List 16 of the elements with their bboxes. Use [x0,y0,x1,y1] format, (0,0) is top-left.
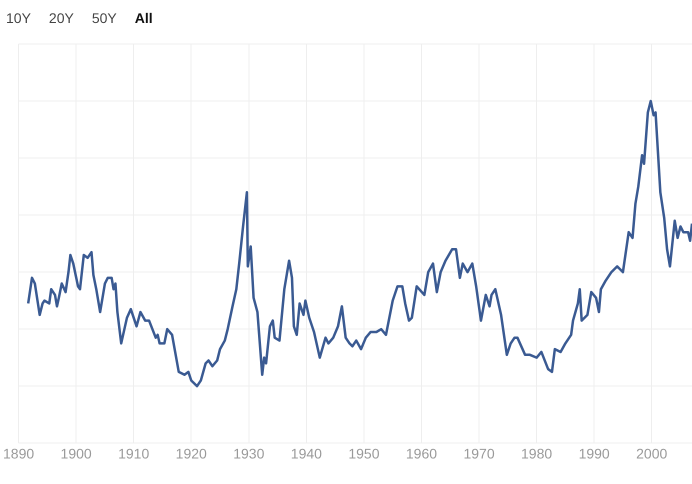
x-tick-label: 2000 [636,445,668,462]
text: 50Y [90,8,119,28]
x-tick-label: 1930 [233,445,265,462]
x-tick-label: 1990 [578,445,610,462]
x-tick-label: 1940 [290,445,322,462]
x-tick-label: 1960 [406,445,438,462]
x-tick-label: 1920 [176,445,208,462]
x-tick-label: 1890 [2,445,34,462]
x-tick-label: 1970 [463,445,495,462]
x-tick-label: 1950 [348,445,380,462]
x-tick-label: 1910 [118,445,150,462]
x-tick-label: 1900 [60,445,92,462]
text: All [132,8,155,28]
text: 10Y [4,8,33,28]
text: 20Y [46,8,76,28]
x-tick-label: 1980 [521,445,552,462]
